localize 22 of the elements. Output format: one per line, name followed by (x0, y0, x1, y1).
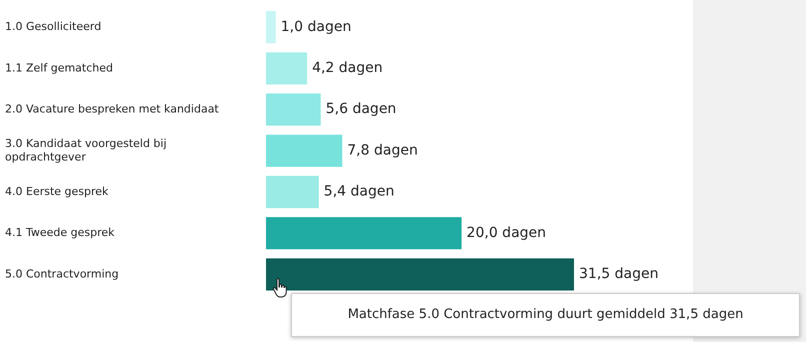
data-label: 20,0 dagen (466, 224, 546, 241)
y-tick-label: 4.1 Tweede gesprek (5, 226, 116, 240)
y-tick-label: 1.1 Zelf gematched (5, 61, 114, 74)
bar (266, 134, 342, 167)
bar (266, 217, 462, 250)
bar (266, 11, 276, 44)
data-label: 5,6 dagen (326, 101, 396, 118)
data-label: 5,4 dagen (324, 184, 394, 200)
text: Matchfase 5.0 Contractvorming duurt gemiddeld 31,5 dagen (291, 293, 800, 337)
data-label: 1,0 dagen (280, 18, 352, 35)
bar (266, 94, 321, 126)
data-label: 4,2 dagen (312, 60, 383, 76)
y-tick-label: 3.0 Kandidaat voorgesteld bij opdrachtgever (5, 137, 167, 164)
bar (266, 258, 574, 290)
y-tick-label: 4.0 Eerste gesprek (5, 184, 110, 198)
bar (266, 176, 319, 208)
y-tick-label: 5.0 Contractvorming (5, 267, 119, 280)
bar (266, 52, 308, 84)
y-tick-label: 1.0 Gesolliciteerd (5, 20, 102, 34)
data-label: 31,5 dagen (579, 266, 658, 282)
data-label: 7,8 dagen (347, 142, 418, 158)
y-tick-label: 2.0 Vacature bespreken met kandidaat (5, 102, 220, 116)
